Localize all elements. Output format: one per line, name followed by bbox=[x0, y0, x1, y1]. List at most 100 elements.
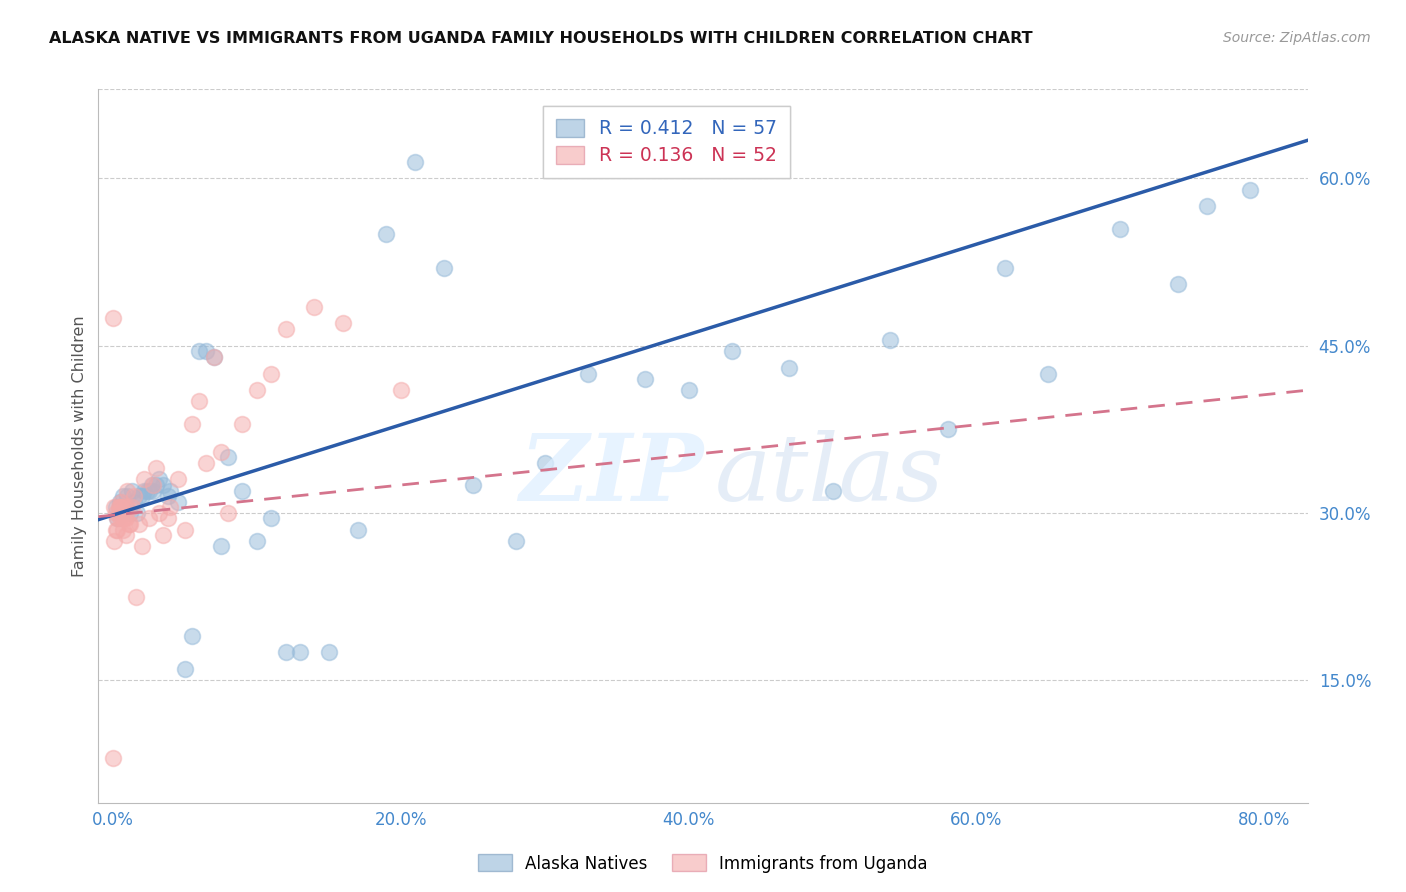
Point bbox=[118, 517, 141, 532]
Point bbox=[120, 517, 142, 532]
Point bbox=[202, 350, 225, 364]
Point bbox=[389, 384, 412, 398]
Text: ALASKA NATIVE VS IMMIGRANTS FROM UGANDA FAMILY HOUSEHOLDS WITH CHILDREN CORRELAT: ALASKA NATIVE VS IMMIGRANTS FROM UGANDA … bbox=[49, 31, 1033, 46]
Point bbox=[166, 472, 188, 486]
Point bbox=[720, 344, 742, 359]
Point bbox=[318, 645, 340, 659]
Point bbox=[105, 511, 128, 525]
Point bbox=[104, 500, 127, 515]
Point bbox=[104, 523, 127, 537]
Point bbox=[159, 500, 181, 515]
Point bbox=[110, 494, 132, 508]
Point bbox=[821, 483, 844, 498]
Point bbox=[1038, 367, 1060, 381]
Point bbox=[108, 500, 131, 515]
Point bbox=[134, 472, 156, 486]
Point bbox=[142, 478, 165, 492]
Point bbox=[115, 500, 138, 515]
Point bbox=[105, 523, 128, 537]
Text: atlas: atlas bbox=[716, 430, 945, 519]
Point bbox=[121, 500, 143, 515]
Point bbox=[115, 483, 138, 498]
Point bbox=[148, 506, 170, 520]
Point bbox=[217, 506, 239, 520]
Point bbox=[505, 533, 527, 548]
Point bbox=[128, 489, 150, 503]
Point bbox=[131, 539, 153, 553]
Point bbox=[173, 523, 195, 537]
Point bbox=[128, 517, 150, 532]
Point bbox=[678, 384, 700, 398]
Point bbox=[304, 300, 326, 314]
Point bbox=[1195, 199, 1218, 213]
Point bbox=[142, 483, 165, 498]
Point bbox=[110, 500, 132, 515]
Point bbox=[127, 506, 149, 520]
Point bbox=[138, 483, 160, 498]
Point bbox=[778, 360, 800, 375]
Point bbox=[879, 333, 901, 347]
Point bbox=[202, 350, 225, 364]
Point bbox=[136, 483, 159, 498]
Point bbox=[125, 590, 148, 604]
Point bbox=[217, 450, 239, 464]
Point bbox=[104, 506, 127, 520]
Point bbox=[101, 310, 124, 325]
Point bbox=[124, 494, 146, 508]
Point bbox=[159, 483, 181, 498]
Point bbox=[114, 500, 136, 515]
Point bbox=[195, 344, 218, 359]
Point bbox=[156, 511, 179, 525]
Point bbox=[634, 372, 657, 386]
Point bbox=[231, 417, 253, 431]
Point bbox=[141, 478, 163, 492]
Point bbox=[121, 483, 143, 498]
Point bbox=[115, 489, 138, 503]
Point bbox=[936, 422, 959, 436]
Point bbox=[145, 478, 167, 492]
Point bbox=[131, 489, 153, 503]
Point bbox=[108, 511, 131, 525]
Point bbox=[103, 533, 125, 548]
Point bbox=[274, 645, 297, 659]
Point bbox=[103, 500, 125, 515]
Point bbox=[152, 528, 174, 542]
Point bbox=[112, 500, 135, 515]
Point bbox=[111, 523, 134, 537]
Point bbox=[181, 417, 204, 431]
Point bbox=[404, 154, 426, 169]
Point bbox=[138, 511, 160, 525]
Point bbox=[134, 483, 156, 498]
Point bbox=[152, 478, 174, 492]
Point bbox=[101, 751, 124, 765]
Point bbox=[173, 662, 195, 676]
Point bbox=[1239, 182, 1261, 196]
Point bbox=[533, 456, 555, 470]
Text: Source: ZipAtlas.com: Source: ZipAtlas.com bbox=[1223, 31, 1371, 45]
Text: ZIP: ZIP bbox=[519, 430, 703, 519]
Point bbox=[156, 489, 179, 503]
Point bbox=[994, 260, 1017, 275]
Point bbox=[181, 628, 204, 642]
Point bbox=[112, 511, 135, 525]
Point bbox=[148, 472, 170, 486]
Point bbox=[274, 322, 297, 336]
Point bbox=[246, 384, 269, 398]
Point bbox=[120, 506, 142, 520]
Point bbox=[433, 260, 456, 275]
Point bbox=[209, 539, 232, 553]
Point bbox=[260, 511, 283, 525]
Point bbox=[105, 511, 128, 525]
Point bbox=[114, 528, 136, 542]
Point bbox=[107, 500, 129, 515]
Point bbox=[111, 489, 134, 503]
Point bbox=[332, 316, 354, 330]
Point bbox=[107, 506, 129, 520]
Point bbox=[231, 483, 253, 498]
Point bbox=[1109, 221, 1132, 235]
Point bbox=[375, 227, 398, 241]
Y-axis label: Family Households with Children: Family Households with Children bbox=[72, 315, 87, 577]
Point bbox=[188, 344, 211, 359]
Point bbox=[346, 523, 368, 537]
Point bbox=[166, 494, 188, 508]
